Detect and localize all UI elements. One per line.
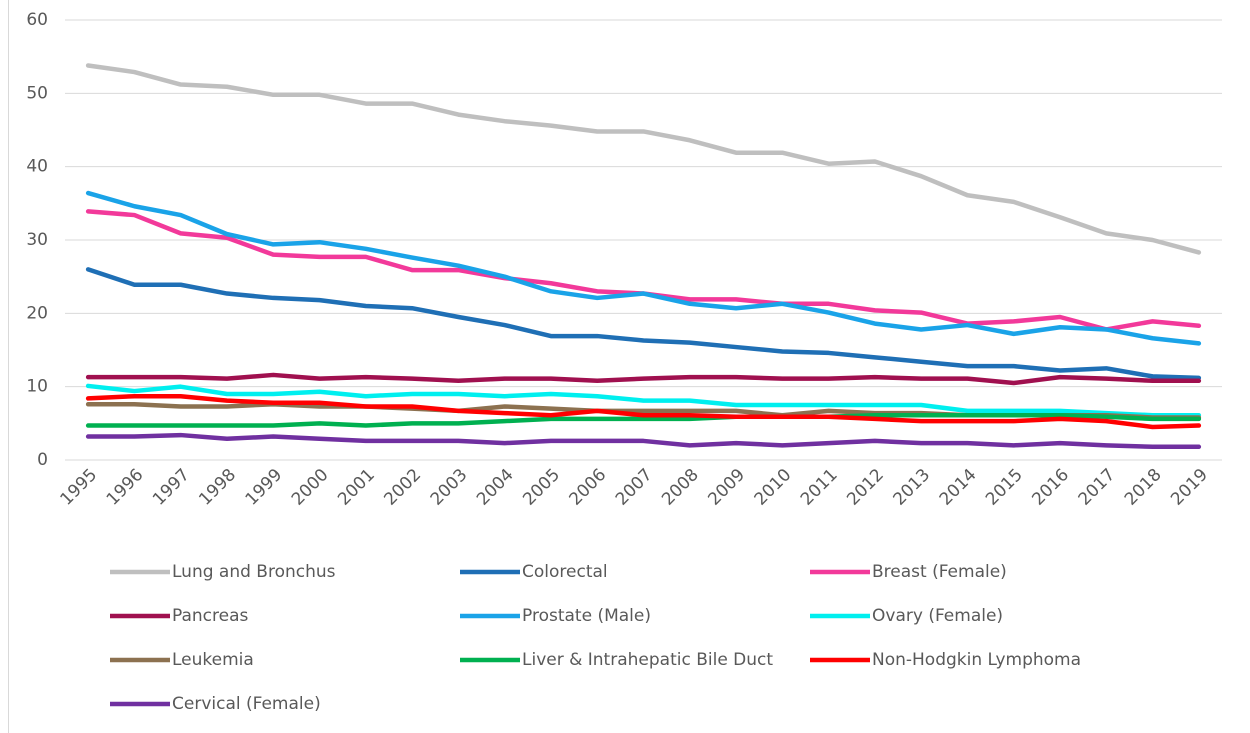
- series-line: [85, 63, 1202, 255]
- y-tick-label: 50: [26, 83, 48, 103]
- legend-label: Liver & Intrahepatic Bile Duct: [522, 650, 773, 670]
- legend-label: Pancreas: [172, 606, 249, 626]
- legend-label: Non-Hodgkin Lymphoma: [872, 650, 1081, 670]
- series-line: [85, 267, 1202, 381]
- series-line: [85, 432, 1202, 450]
- series-line: [85, 383, 1202, 418]
- legend-label: Leukemia: [172, 650, 254, 670]
- series-line: [85, 393, 1202, 430]
- series-line: [85, 190, 1202, 346]
- legend-label: Prostate (Male): [522, 606, 651, 626]
- y-tick-label: 0: [37, 450, 48, 470]
- legend-label: Ovary (Female): [872, 606, 1003, 626]
- y-tick-label: 60: [26, 10, 48, 30]
- y-tick-label: 20: [26, 303, 48, 323]
- legend-label: Breast (Female): [872, 562, 1007, 582]
- y-tick-label: 10: [26, 377, 48, 397]
- legend-label: Colorectal: [522, 562, 608, 582]
- series-line: [85, 372, 1202, 386]
- legend-label: Cervical (Female): [172, 694, 321, 714]
- y-tick-label: 40: [26, 157, 48, 177]
- legend-label: Lung and Bronchus: [172, 562, 336, 582]
- y-tick-label: 30: [26, 230, 48, 250]
- series-line: [85, 413, 1202, 428]
